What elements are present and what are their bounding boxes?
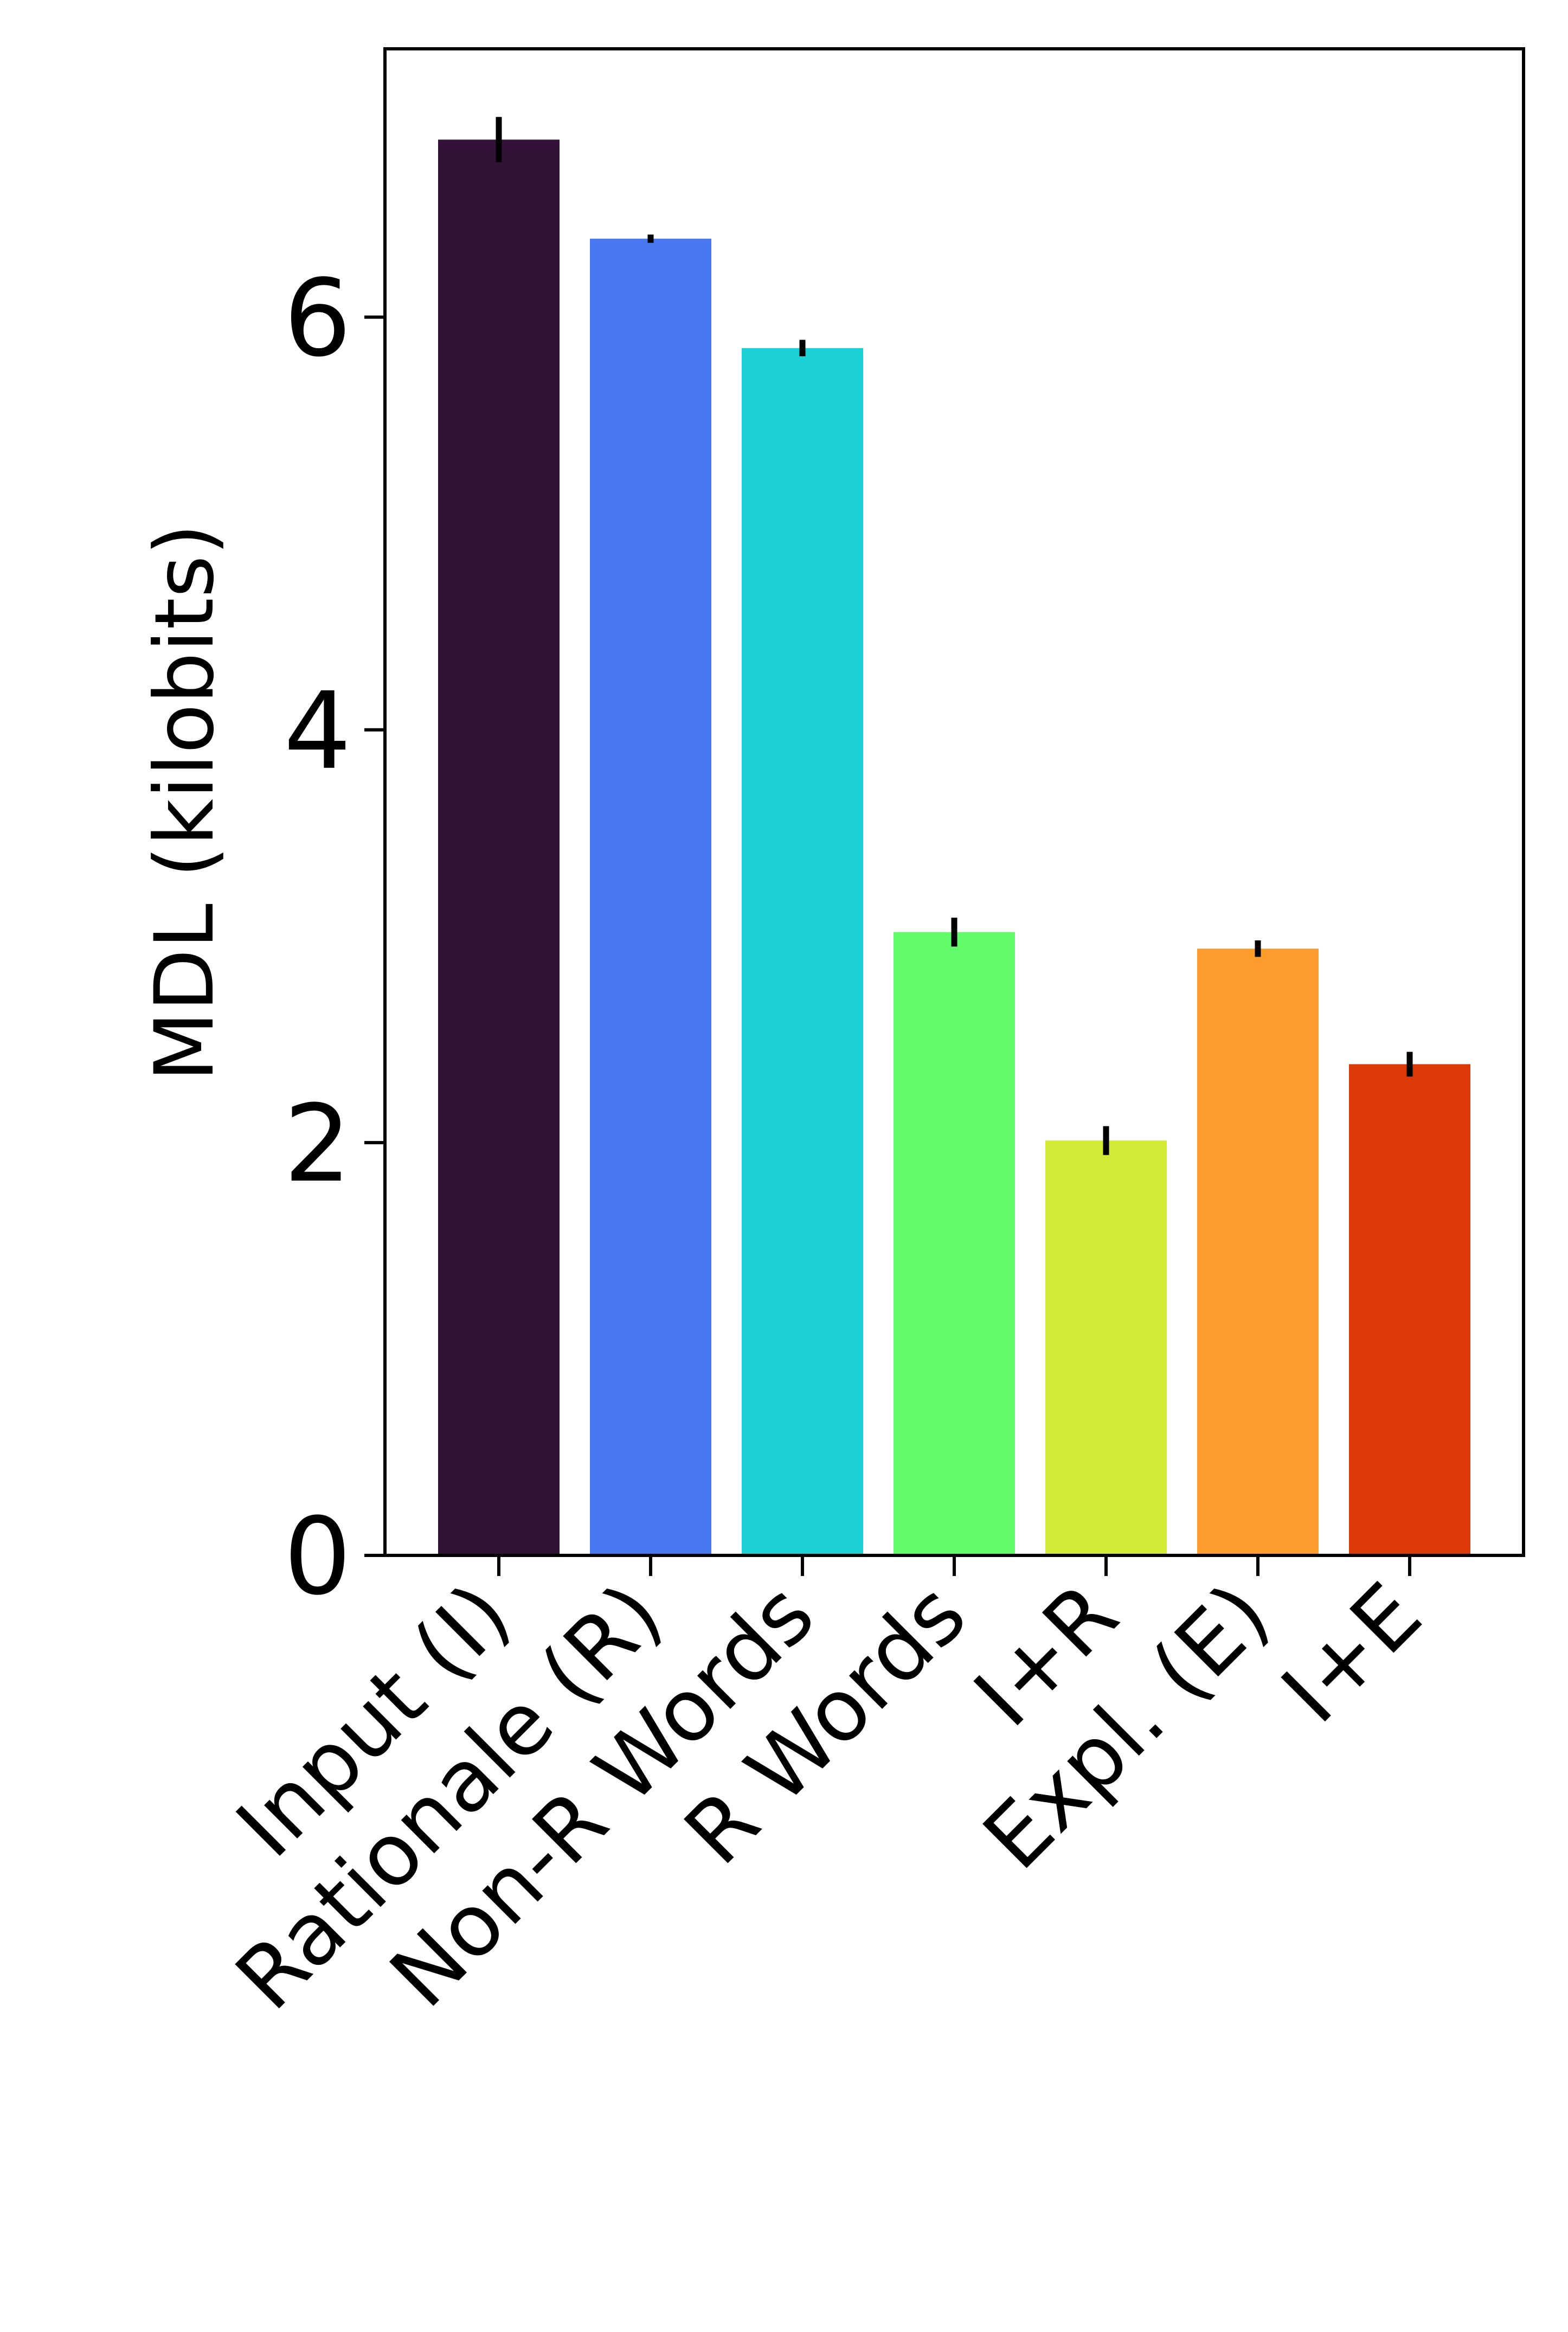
y-axis-label: MDL (kilobits)	[138, 523, 232, 1081]
bar-rationale-r	[590, 239, 711, 1556]
bar-non-r-words	[742, 348, 863, 1556]
y-tick-label: 0	[284, 1495, 351, 1619]
bars-group	[438, 139, 1470, 1556]
bar-r-words	[894, 932, 1015, 1555]
bar-i-e	[1349, 1064, 1470, 1555]
y-tick-label: 2	[284, 1082, 351, 1206]
error-bars-group	[496, 117, 1413, 1155]
bar-input-i	[438, 139, 560, 1555]
bar-i-r	[1045, 1141, 1167, 1555]
y-tick-label: 6	[284, 257, 351, 381]
y-tick-label: 4	[284, 670, 351, 793]
y-axis: 0 2 4 6	[284, 257, 385, 1619]
x-tick-label: I+E	[1263, 1565, 1441, 1742]
bar-expl-e	[1197, 949, 1319, 1555]
